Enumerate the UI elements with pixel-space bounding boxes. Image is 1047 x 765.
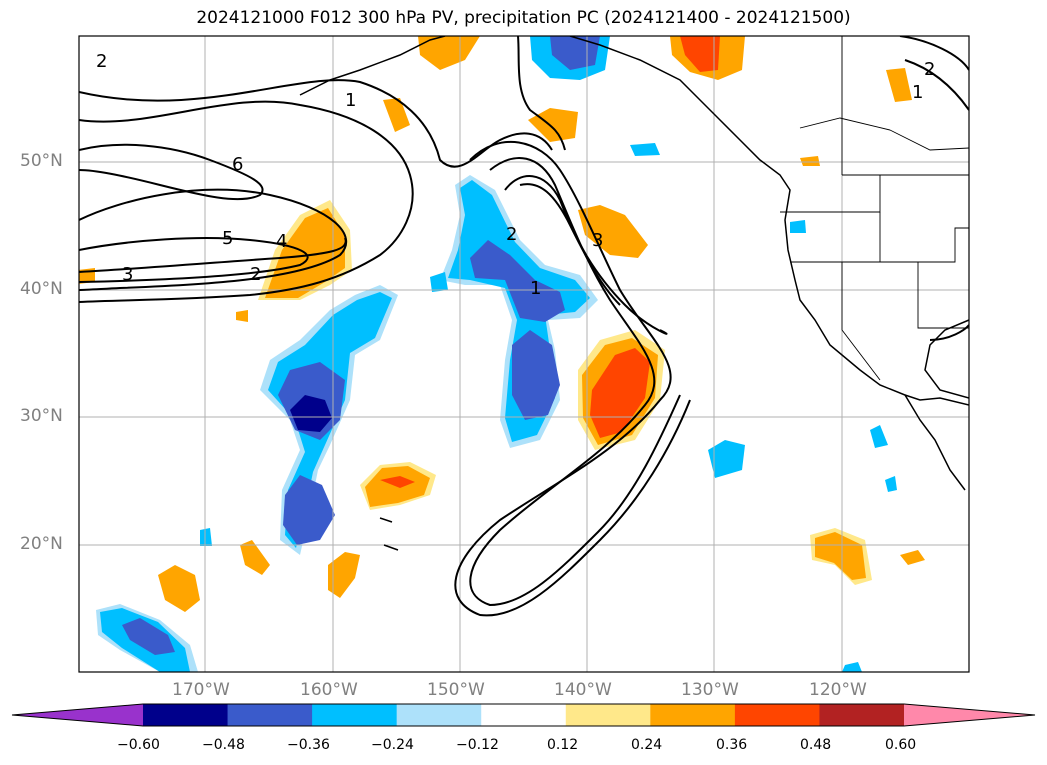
contour-label: 5 [222,228,233,249]
map-frame [78,35,970,673]
contour-label: 2 [506,224,517,245]
state-borders [780,36,969,381]
contour-label: 2 [250,264,261,285]
gridlines [79,36,969,672]
colorbar-tick-label: 0.48 [800,737,832,753]
colorbar-extend-max [904,704,1035,726]
contour-label: 2 [924,59,935,80]
colorbar-segment [734,704,820,726]
colorbar-tick-label: −0.24 [371,737,414,753]
colorbar-segment [481,704,567,726]
colorbar-tick-label: −0.60 [117,737,160,753]
contour-label: 3 [122,264,133,285]
map-title: 2024121000 F012 300 hPa PV, precipitatio… [196,8,851,28]
lat-label: 20°N [20,534,63,554]
contour-label: 6 [232,154,243,175]
lon-label: 140°W [554,680,612,700]
lat-label: 40°N [20,279,63,299]
colorbar-segment [819,704,905,726]
contour-label: 1 [530,278,541,299]
lon-label: 130°W [681,680,739,700]
colorbar-tick-label: 0.36 [716,737,748,753]
colorbar-tick-label: −0.36 [287,737,330,753]
lon-label: 150°W [427,680,485,700]
colorbar [11,703,1036,727]
lon-label: 120°W [809,680,867,700]
colorbar-segment [312,704,398,726]
colorbar-tick-label: −0.48 [202,737,245,753]
colorbar-tick-label: 0.24 [631,737,663,753]
contour-label: 4 [276,231,287,252]
colorbar-outline [11,703,1036,727]
pv-contours [79,36,969,617]
colorbar-segment [650,704,736,726]
colorbar-segment [396,704,482,726]
lat-label: 50°N [20,151,63,171]
lon-label: 170°W [172,680,230,700]
colorbar-tick-label: 0.60 [885,737,917,753]
contour-label: 1 [345,90,356,111]
contour-label: 1 [912,82,923,103]
contour-label: 2 [96,51,107,72]
precip-negative-shading [96,36,897,672]
colorbar-segment [143,704,229,726]
lon-label: 160°W [300,680,358,700]
colorbar-segment [565,704,651,726]
colorbar-segment [227,704,313,726]
colorbar-extend-min [12,704,143,726]
lat-label: 30°N [20,406,63,426]
colorbar-tick-label: −0.12 [456,737,499,753]
colorbar-tick-label: 0.12 [547,737,579,753]
contour-label: 3 [592,230,603,251]
